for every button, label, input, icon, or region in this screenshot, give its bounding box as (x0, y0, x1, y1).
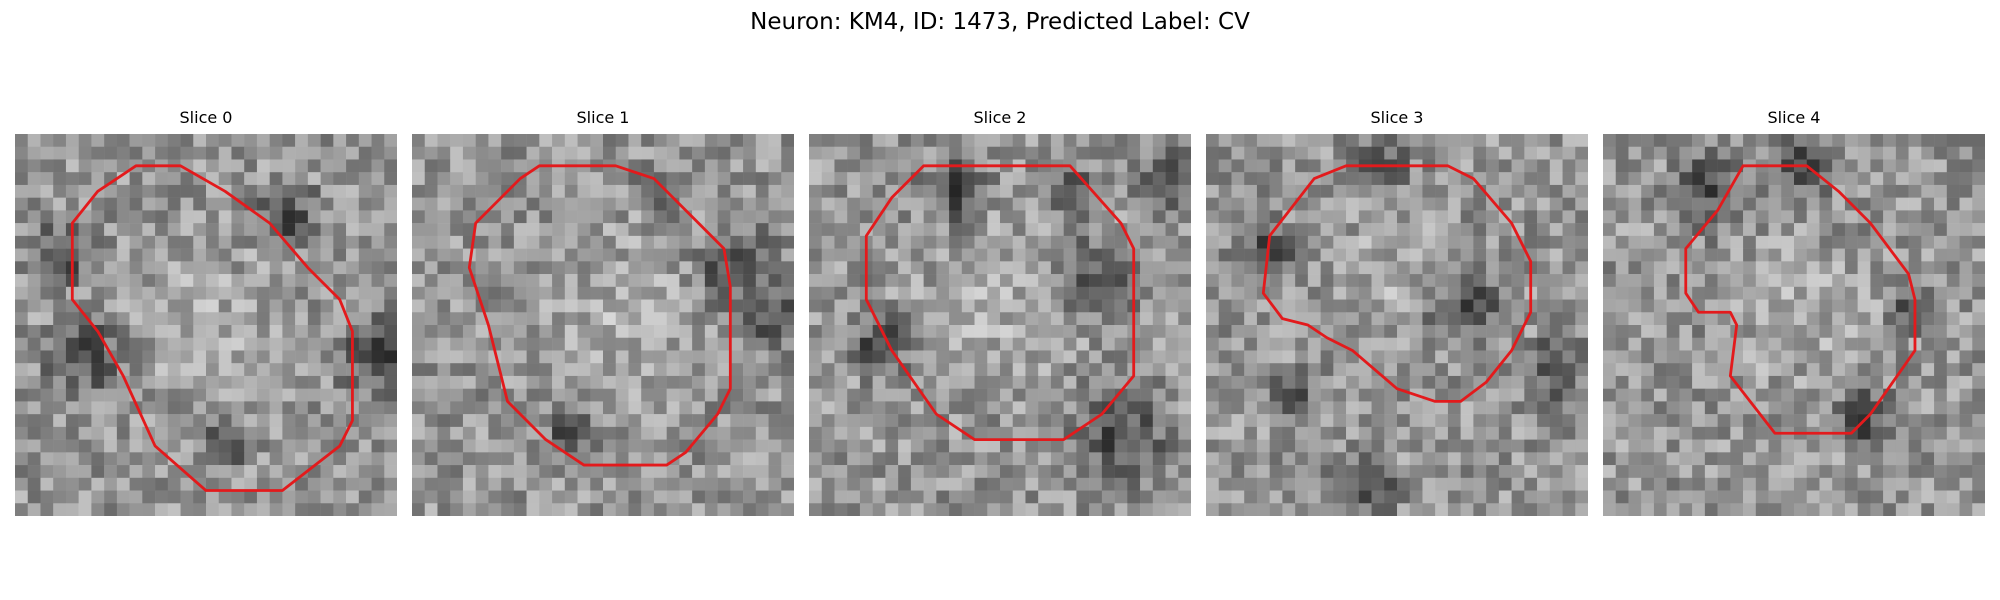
pixel-grid (15, 134, 397, 516)
slice-panel-4: Slice 4 (1603, 108, 1985, 516)
contour-outline (467, 164, 732, 467)
pixel-grid (1206, 134, 1588, 516)
microscopy-slice-image (809, 134, 1191, 516)
microscopy-slice-image (412, 134, 794, 516)
slice-image (809, 134, 1191, 516)
slice-title: Slice 0 (179, 108, 233, 127)
contour-outline (1261, 164, 1533, 403)
figure-title: Neuron: KM4, ID: 1473, Predicted Label: … (750, 9, 1250, 35)
slice-image (412, 134, 794, 516)
slice-panel-2: Slice 2 (809, 108, 1191, 516)
slice-title: Slice 1 (576, 108, 630, 127)
pixel-grid (809, 134, 1191, 516)
slice-title: Slice 2 (973, 108, 1027, 127)
contour-outline (70, 164, 354, 492)
slice-image (1603, 134, 1985, 516)
slice-panel-1: Slice 1 (412, 108, 794, 516)
slice-title: Slice 4 (1767, 108, 1821, 127)
slice-image (1206, 134, 1588, 516)
slice-panel-0: Slice 0 (15, 108, 397, 516)
microscopy-slice-image (15, 134, 397, 516)
contour-outline (864, 164, 1136, 442)
slice-title: Slice 3 (1370, 108, 1424, 127)
pixel-grid (412, 134, 794, 516)
pixel-grid (1603, 134, 1985, 516)
microscopy-slice-image (1206, 134, 1588, 516)
contour-outline (1684, 164, 1917, 435)
slice-panel-3: Slice 3 (1206, 108, 1588, 516)
microscopy-slice-image (1603, 134, 1985, 516)
slice-image (15, 134, 397, 516)
